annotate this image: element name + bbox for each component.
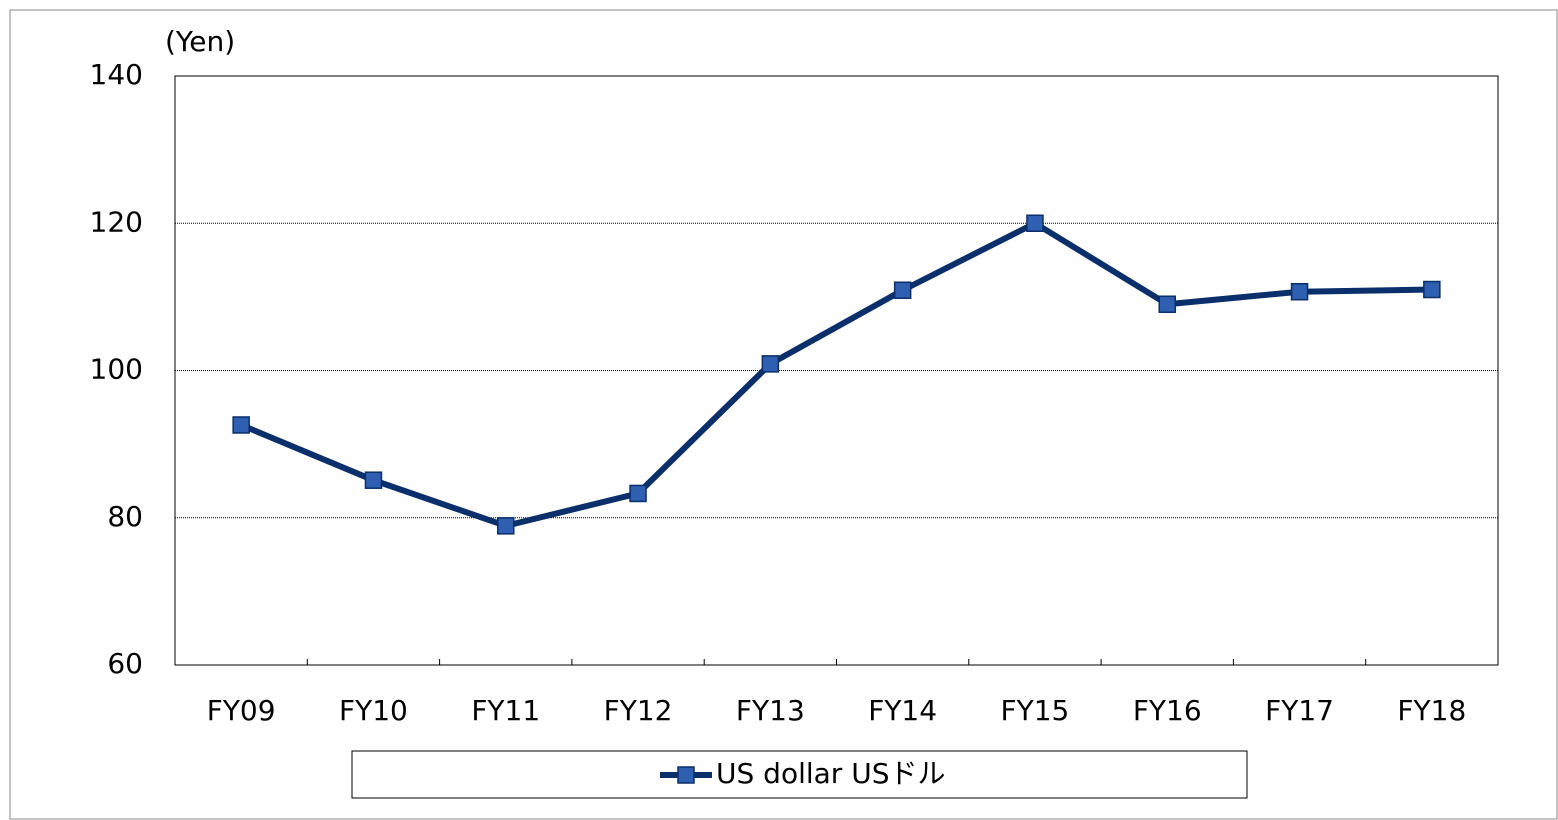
x-tick-label: FY15 xyxy=(1001,694,1070,727)
marker xyxy=(629,484,647,503)
marker xyxy=(497,517,515,535)
x-tick-label: FY14 xyxy=(868,694,937,727)
marker xyxy=(893,281,912,299)
legend-label: US dollar USドル xyxy=(716,757,945,790)
y-tick-label: 80 xyxy=(107,500,143,533)
x-tick-label: FY12 xyxy=(604,694,673,727)
x-tick-label: FY18 xyxy=(1397,694,1466,727)
x-tick-label: FY16 xyxy=(1133,694,1202,727)
y-tick-label: 60 xyxy=(107,647,143,680)
marker xyxy=(232,416,250,434)
x-tick-label: FY13 xyxy=(736,694,805,727)
y-axis-label: (Yen) xyxy=(165,25,235,58)
y-tick-label: 140 xyxy=(90,58,143,91)
series-line xyxy=(239,220,1432,529)
legend-box xyxy=(351,750,1248,799)
y-tick-label: 100 xyxy=(90,353,143,386)
marker xyxy=(761,355,780,373)
y-tick-label: 120 xyxy=(90,205,143,238)
x-tick-label: FY10 xyxy=(339,694,408,727)
marker xyxy=(364,471,383,489)
legend-marker xyxy=(677,766,695,784)
x-tick-label: FY11 xyxy=(471,694,540,727)
x-tick-label: FY17 xyxy=(1265,694,1334,727)
marker xyxy=(1026,214,1044,232)
x-tick-label: FY09 xyxy=(207,694,276,727)
marker xyxy=(1423,280,1441,299)
marker xyxy=(1158,295,1176,313)
marker xyxy=(1290,282,1309,301)
